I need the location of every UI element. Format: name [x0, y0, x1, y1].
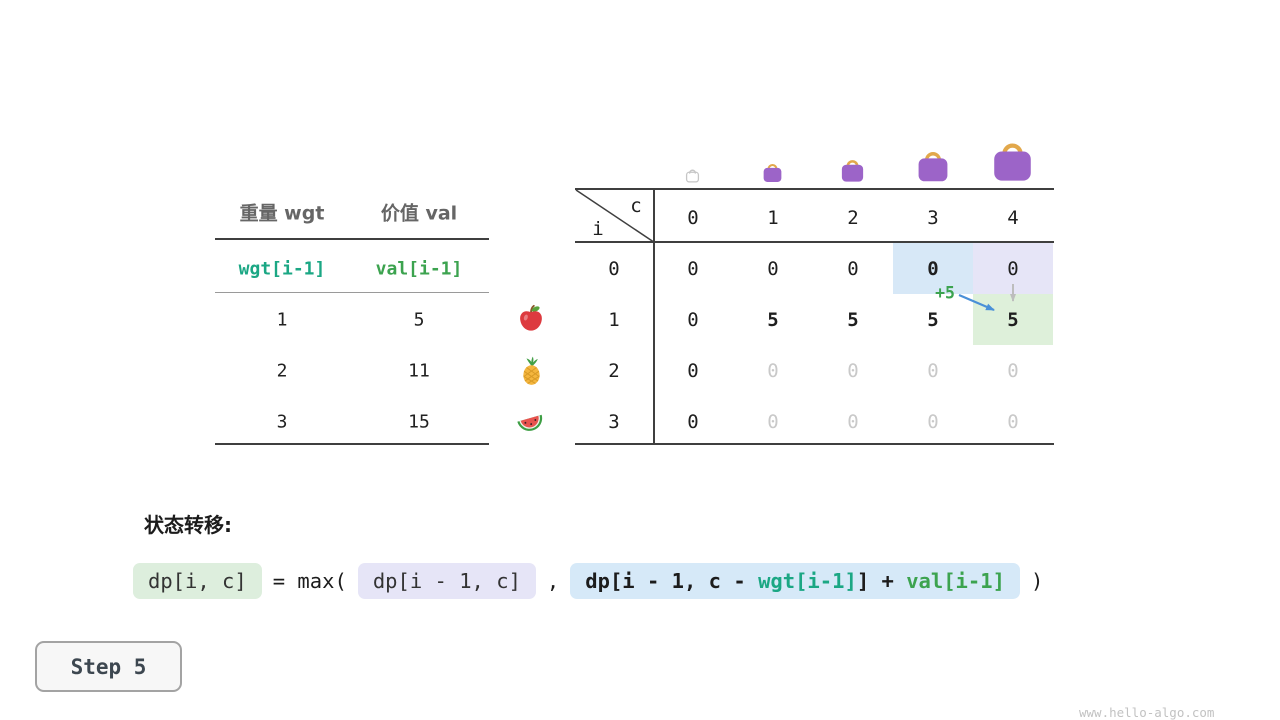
item-row-1-val: 11 [408, 360, 430, 382]
dp-cell-r0-c4: 0 [1007, 258, 1019, 280]
formula-take-val: val[i-1] [906, 569, 1005, 593]
formula-lhs-box: dp[i, c] [133, 563, 262, 599]
dp-cell-r3-c0: 0 [687, 411, 699, 433]
dp-cell-r0-c1: 0 [767, 258, 779, 280]
watermark: www.hello-algo.com [1079, 705, 1215, 720]
dp-col-header-4: 4 [1007, 207, 1019, 229]
dp-cell-r2-c4: 0 [1007, 360, 1019, 382]
watermelon-icon [514, 406, 546, 440]
dp-row-header-0: 0 [608, 258, 620, 280]
dp-cell-r2-c0: 0 [687, 360, 699, 382]
dp-row-header-3: 3 [608, 411, 620, 433]
formula-keep-box: dp[i - 1, c] [357, 563, 536, 599]
item-table-symbol-val: val[i-1] [375, 258, 463, 280]
item-row-0-wgt: 1 [276, 309, 288, 331]
pineapple-icon [517, 355, 546, 391]
item-row-0-val: 5 [413, 309, 425, 331]
formula-close-paren: ) [1030, 569, 1044, 593]
dp-cell-r3-c3: 0 [927, 411, 939, 433]
dp-cell-r1-c1: 5 [767, 309, 779, 331]
dp-corner-row-label: i [592, 218, 604, 240]
dp-grid-bottom [575, 443, 1054, 445]
highlight-source-cell [893, 243, 973, 294]
dp-col-header-0: 0 [687, 207, 699, 229]
item-table-symbol-wgt: wgt[i-1] [238, 258, 326, 280]
step-button[interactable]: Step 5 [35, 641, 182, 692]
formula-take-box: dp[i - 1, c - wgt[i-1]] + val[i-1] [570, 563, 1020, 599]
dp-grid-vertical [653, 188, 655, 445]
item-table-rule-mid [215, 292, 489, 293]
dp-grid-header-sep [575, 241, 1054, 243]
transition-heading: 状态转移: [144, 513, 232, 537]
formula-take-prefix: dp[i - 1, c - [585, 569, 759, 593]
formula-take-wgt: wgt[i-1] [758, 569, 857, 593]
dp-cell-r2-c2: 0 [847, 360, 859, 382]
bag-capacity-1 [762, 159, 783, 187]
dp-cell-r3-c1: 0 [767, 411, 779, 433]
item-table-header-value: 价值 val [380, 202, 458, 225]
apple-icon [516, 303, 546, 337]
plus-value-annotation: +5 [935, 283, 955, 303]
dp-col-header-2: 2 [847, 207, 859, 229]
item-table-rule-bottom [215, 443, 489, 445]
item-table-rule-top [215, 238, 489, 240]
dp-corner-col-label: c [630, 195, 642, 217]
dp-cell-r0-c0: 0 [687, 258, 699, 280]
dp-cell-r2-c3: 0 [927, 360, 939, 382]
bag-capacity-3 [916, 144, 950, 187]
transition-formula: dp[i, c] = max( dp[i - 1, c] , dp[i - 1,… [133, 559, 1054, 603]
dp-cell-r3-c2: 0 [847, 411, 859, 433]
dp-col-header-1: 1 [767, 207, 779, 229]
formula-eq-max: = max( [272, 569, 347, 593]
dp-cell-r0-c3: 0 [927, 258, 939, 280]
bag-capacity-0 [685, 166, 700, 187]
dp-col-header-3: 3 [927, 207, 939, 229]
formula-take-mid: ] + [856, 569, 907, 593]
dp-row-header-2: 2 [608, 360, 620, 382]
item-table-header-weight: 重量 wgt [239, 202, 325, 225]
dp-cell-r1-c2: 5 [847, 309, 859, 331]
dp-cell-r0-c2: 0 [847, 258, 859, 280]
dp-cell-r1-c0: 0 [687, 309, 699, 331]
bag-capacity-2 [840, 154, 865, 187]
item-row-1-wgt: 2 [276, 360, 288, 382]
bag-capacity-4 [991, 133, 1034, 187]
dp-cell-r3-c4: 0 [1007, 411, 1019, 433]
item-row-2-wgt: 3 [276, 411, 288, 433]
dp-cell-r1-c3: 5 [927, 309, 939, 331]
formula-comma: , [546, 569, 560, 593]
dp-grid-top [575, 188, 1054, 190]
dp-row-header-1: 1 [608, 309, 620, 331]
dp-cell-r1-c4: 5 [1007, 309, 1019, 331]
item-row-2-val: 15 [408, 411, 430, 433]
dp-cell-r2-c1: 0 [767, 360, 779, 382]
